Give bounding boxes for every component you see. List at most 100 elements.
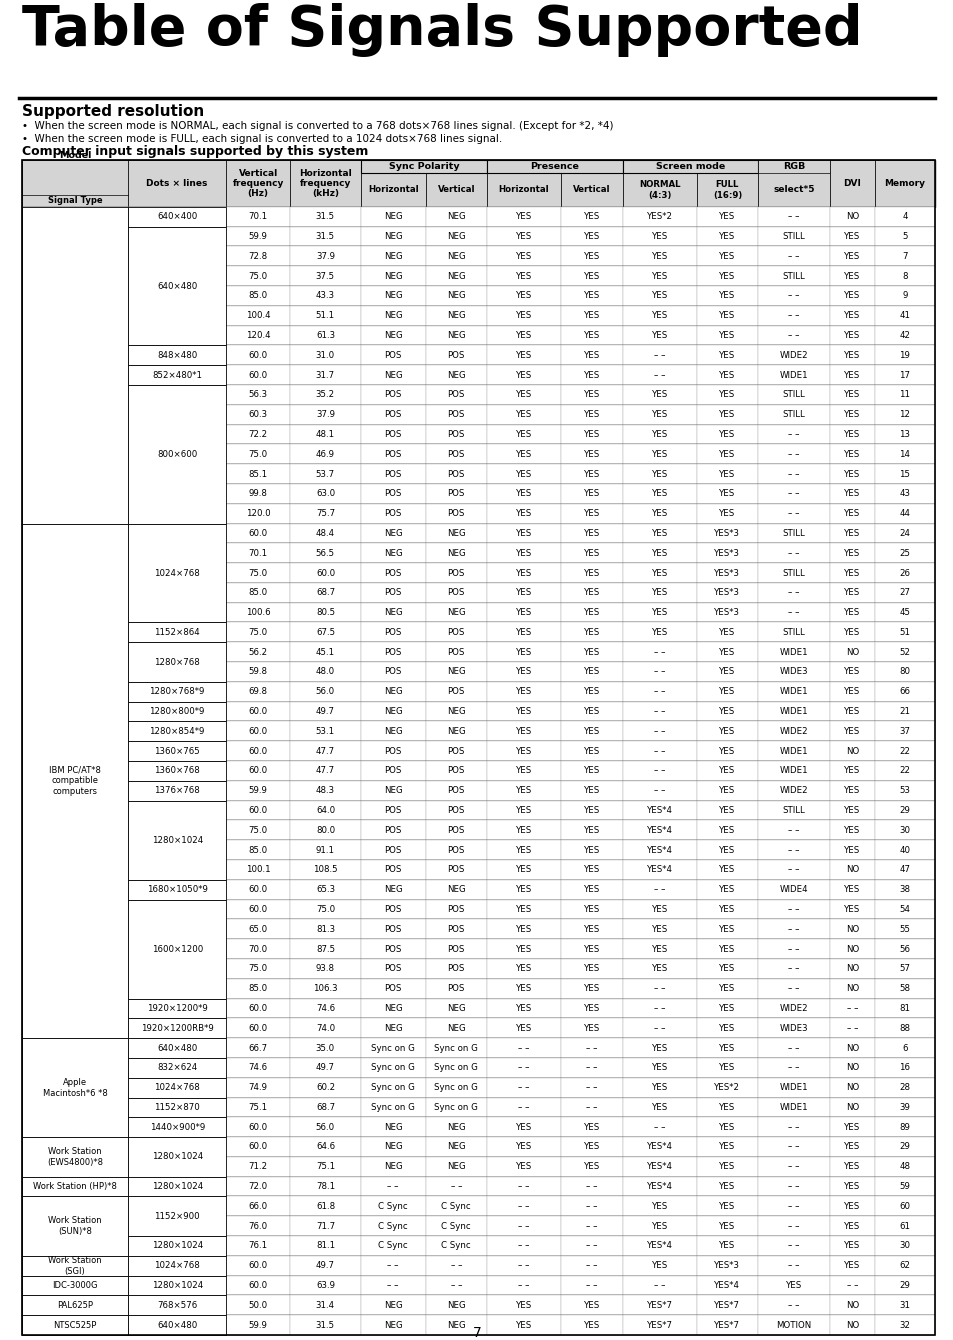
Bar xyxy=(758,781,829,800)
Text: YES: YES xyxy=(719,925,735,934)
Text: POS: POS xyxy=(447,430,464,440)
Bar xyxy=(874,781,934,800)
Bar xyxy=(622,1138,696,1156)
Text: 27: 27 xyxy=(899,588,909,598)
Bar xyxy=(425,998,486,1018)
Bar xyxy=(486,1296,560,1316)
Bar xyxy=(128,385,226,524)
Bar xyxy=(829,642,874,662)
Bar xyxy=(560,583,622,603)
Bar xyxy=(486,306,560,326)
Text: NEG: NEG xyxy=(446,212,465,221)
Text: – –: – – xyxy=(653,708,664,716)
Text: YES: YES xyxy=(843,1241,860,1250)
Bar xyxy=(874,326,934,346)
Bar xyxy=(874,366,934,385)
Text: Sync on G: Sync on G xyxy=(434,1083,477,1092)
Bar xyxy=(874,1018,934,1038)
Text: YES: YES xyxy=(583,371,599,379)
Bar xyxy=(22,306,934,326)
Text: STILL: STILL xyxy=(781,529,804,537)
Text: YES: YES xyxy=(843,351,860,359)
Text: YES*4: YES*4 xyxy=(714,1281,740,1290)
Bar xyxy=(22,1097,128,1118)
Text: 37.5: 37.5 xyxy=(315,272,335,280)
Text: 60.0: 60.0 xyxy=(249,807,268,815)
Text: C Sync: C Sync xyxy=(378,1241,408,1250)
Bar xyxy=(226,702,290,721)
Bar xyxy=(22,721,934,741)
Bar xyxy=(829,226,874,247)
Text: POS: POS xyxy=(384,351,401,359)
Text: 74.9: 74.9 xyxy=(249,1083,268,1092)
Bar xyxy=(360,800,425,820)
Bar xyxy=(22,1018,934,1038)
Bar xyxy=(622,919,696,939)
Text: YES: YES xyxy=(583,1143,599,1151)
Bar xyxy=(829,543,874,563)
Bar xyxy=(829,1156,874,1177)
Text: YES: YES xyxy=(651,410,667,419)
Text: NO: NO xyxy=(845,866,858,875)
Bar xyxy=(874,623,934,642)
Text: YES*4: YES*4 xyxy=(646,807,672,815)
Bar xyxy=(758,1217,829,1235)
Bar xyxy=(486,1077,560,1097)
Bar xyxy=(128,761,226,781)
Bar xyxy=(758,741,829,761)
Text: YES: YES xyxy=(516,331,532,340)
Text: 59.9: 59.9 xyxy=(249,1321,268,1329)
Bar xyxy=(874,464,934,484)
Text: YES: YES xyxy=(651,489,667,498)
Bar xyxy=(290,306,360,326)
Text: YES: YES xyxy=(516,746,532,756)
Bar xyxy=(128,761,226,781)
Bar xyxy=(22,1118,934,1138)
Bar xyxy=(758,1177,829,1197)
Bar xyxy=(360,504,425,524)
Bar xyxy=(360,1197,425,1217)
Text: 100.1: 100.1 xyxy=(246,866,271,875)
Text: YES: YES xyxy=(651,450,667,458)
Text: WIDE1: WIDE1 xyxy=(779,746,807,756)
Text: 81: 81 xyxy=(899,1004,909,1013)
Text: Computer input signals supported by this system: Computer input signals supported by this… xyxy=(22,145,368,158)
Bar xyxy=(425,445,486,464)
Bar xyxy=(22,206,128,226)
Bar xyxy=(425,800,486,820)
Bar xyxy=(829,1118,874,1138)
Bar xyxy=(360,543,425,563)
Bar xyxy=(290,1077,360,1097)
Bar xyxy=(829,781,874,800)
Bar xyxy=(486,326,560,346)
Text: NEG: NEG xyxy=(383,252,402,261)
Bar xyxy=(829,366,874,385)
Bar xyxy=(758,860,829,880)
Text: 56.0: 56.0 xyxy=(315,1123,335,1132)
Text: 60.0: 60.0 xyxy=(249,886,268,894)
Bar xyxy=(486,385,560,405)
Text: 85.0: 85.0 xyxy=(249,588,268,598)
Bar xyxy=(22,563,128,583)
Bar xyxy=(22,741,934,761)
Text: 64.0: 64.0 xyxy=(315,807,335,815)
Bar xyxy=(874,702,934,721)
Bar xyxy=(874,247,934,267)
Bar xyxy=(128,682,226,702)
Bar xyxy=(22,642,934,662)
Text: WIDE1: WIDE1 xyxy=(779,766,807,776)
Bar xyxy=(22,1057,128,1077)
Bar xyxy=(290,405,360,425)
Text: YES: YES xyxy=(583,588,599,598)
Text: NEG: NEG xyxy=(383,311,402,320)
Bar xyxy=(696,919,758,939)
Bar xyxy=(22,781,934,800)
Text: YES: YES xyxy=(516,825,532,835)
Text: YES: YES xyxy=(583,1321,599,1329)
Bar xyxy=(758,346,829,366)
Bar xyxy=(226,1217,290,1235)
Bar xyxy=(128,306,226,326)
Text: YES: YES xyxy=(516,1004,532,1013)
Text: NO: NO xyxy=(845,212,858,221)
Text: STILL: STILL xyxy=(781,272,804,280)
